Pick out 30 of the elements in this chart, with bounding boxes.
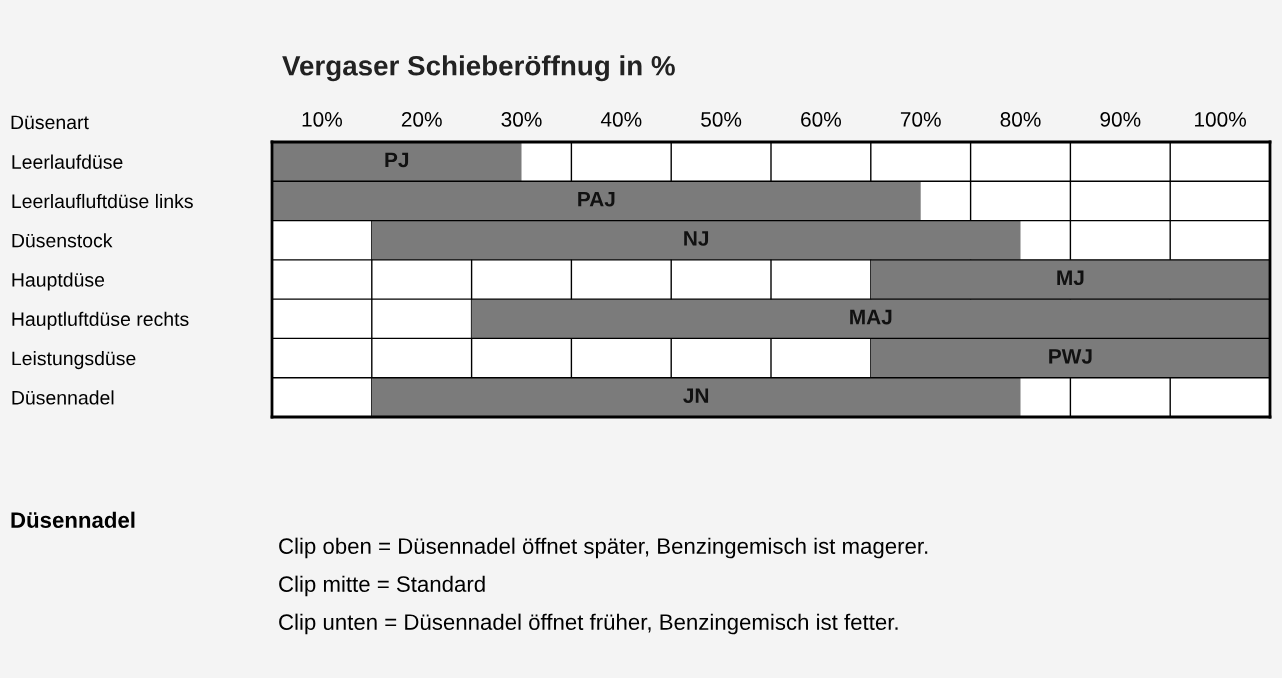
- data-label: MJ: [1057, 270, 1084, 286]
- data-label: PAJ: [578, 191, 615, 207]
- text: Clip mitte = Standard: [279, 575, 485, 597]
- y-tick-label: Hauptdüse: [12, 272, 105, 291]
- y-axis-title: Düsenart: [11, 115, 89, 130]
- y-tick-label: Hauptluftdüse rechts: [12, 311, 189, 330]
- text: Clip oben = Düsennadel öffnet später, Benzingemisch ist magerer.: [279, 537, 928, 559]
- y-tick-label: Düsenstock: [12, 233, 113, 248]
- data-label: PWJ: [1049, 349, 1092, 364]
- data-label: JN: [683, 388, 709, 403]
- text: Clip unten = Düsennadel öffnet früher, Benzingemisch ist fetter.: [279, 613, 898, 635]
- x-tick-label: 50%: [701, 112, 742, 127]
- x-tick-label: 100%: [1195, 112, 1246, 127]
- y-tick-label: Leerlaufluftdüse links: [12, 193, 193, 209]
- x-tick-label: 90%: [1100, 112, 1141, 127]
- x-tick-label: 70%: [900, 112, 941, 127]
- data-label: NJ: [684, 231, 709, 246]
- bar: [870, 259, 1270, 300]
- x-tick-label: 60%: [801, 112, 842, 127]
- x-tick-label: 10%: [302, 112, 343, 127]
- chart-title: Vergaser Schieberöffnug in %: [282, 55, 675, 82]
- x-tick-label: 40%: [600, 112, 642, 127]
- data-label: MAJ: [850, 309, 892, 325]
- data-label: PJ: [385, 152, 409, 168]
- y-tick-label: Leerlaufdüse: [12, 154, 123, 169]
- x-tick-label: 20%: [401, 112, 442, 127]
- x-tick-label: 30%: [501, 112, 542, 127]
- x-tick-label: 80%: [1000, 112, 1041, 127]
- y-tick-label: Düsennadel: [12, 390, 114, 405]
- y-tick-label: Leistungsdüse: [12, 351, 136, 370]
